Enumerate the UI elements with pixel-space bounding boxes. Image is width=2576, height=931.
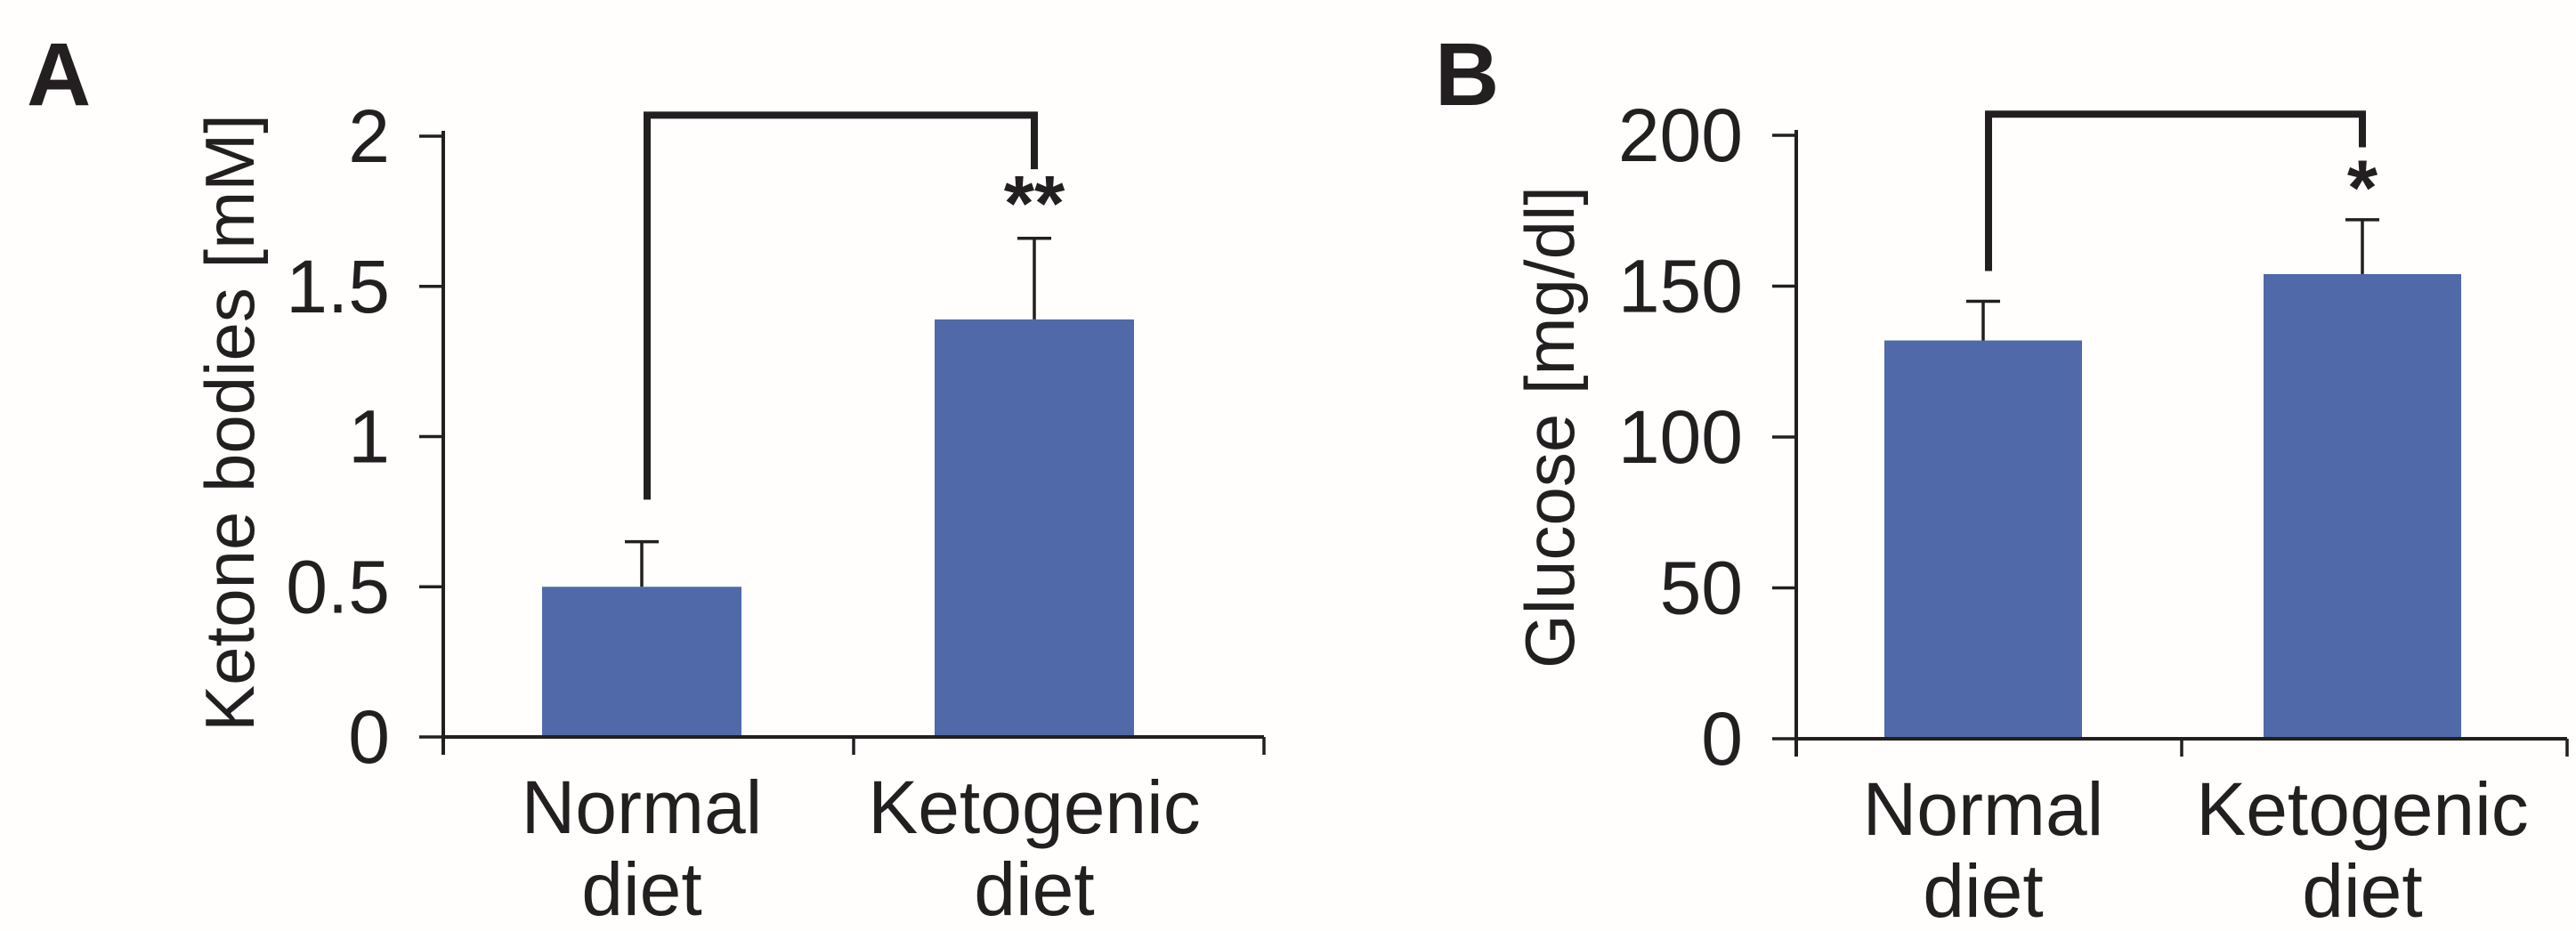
significance-bracket (1985, 110, 2366, 271)
bar-normal-diet (1884, 340, 2082, 739)
y-tick-label: 0 (1701, 697, 1743, 781)
x-category-label-line: diet (974, 847, 1094, 931)
y-tick-label: 2 (348, 94, 390, 178)
panel-B: B Glucose [mg/dl] 050100150200Normaldiet… (1435, 25, 2569, 931)
significance-bracket (644, 111, 1038, 500)
panel-letter-B: B (1435, 25, 1499, 125)
significance-marker-asterisk: * (2347, 143, 2378, 231)
x-category-label-line: Normal (522, 765, 763, 849)
y-tick-label: 0 (348, 695, 390, 779)
y-tick-label: 50 (1660, 546, 1743, 630)
y-tick-label: 0.5 (286, 545, 390, 628)
bar-ketogenic-diet (2264, 273, 2461, 739)
y-tick-label: 1 (348, 395, 390, 479)
y-tick-label: 100 (1618, 395, 1743, 479)
bar-ketogenic-diet (935, 319, 1134, 737)
x-category-label-line: Ketogenic (868, 765, 1201, 849)
x-category-label-line: diet (581, 847, 701, 931)
x-category-label-line: diet (1923, 849, 2043, 931)
significance-marker-double-asterisk: ** (1004, 159, 1065, 247)
y-axis-title-ketone-bodies: Ketone bodies [mM] (190, 114, 269, 732)
x-category-label-line: diet (2302, 849, 2422, 931)
y-tick-label: 150 (1618, 245, 1743, 328)
panel-A: A Ketone bodies [mM] 00.511.52Normaldiet… (27, 25, 1266, 931)
y-tick-label: 200 (1618, 93, 1743, 177)
panel-letter-A: A (27, 25, 91, 125)
y-tick-label: 1.5 (286, 245, 390, 328)
bar-normal-diet (542, 587, 741, 737)
x-category-label-line: Normal (1863, 767, 2104, 851)
x-category-label-line: Ketogenic (2196, 767, 2529, 851)
y-axis-title-glucose: Glucose [mg/dl] (1511, 186, 1589, 668)
